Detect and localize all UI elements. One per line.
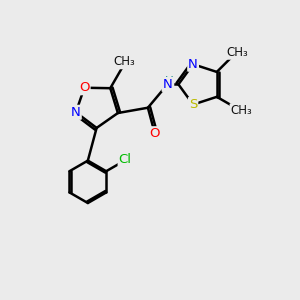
Text: O: O bbox=[79, 81, 90, 94]
Text: H: H bbox=[165, 75, 173, 88]
Text: CH₃: CH₃ bbox=[114, 55, 136, 68]
Text: N: N bbox=[163, 78, 172, 91]
Text: CH₃: CH₃ bbox=[231, 104, 252, 117]
Text: CH₃: CH₃ bbox=[226, 46, 248, 59]
Text: N: N bbox=[188, 58, 198, 71]
Text: N: N bbox=[71, 106, 81, 119]
Text: O: O bbox=[149, 127, 160, 140]
Text: Cl: Cl bbox=[118, 153, 132, 166]
Text: S: S bbox=[189, 98, 197, 111]
